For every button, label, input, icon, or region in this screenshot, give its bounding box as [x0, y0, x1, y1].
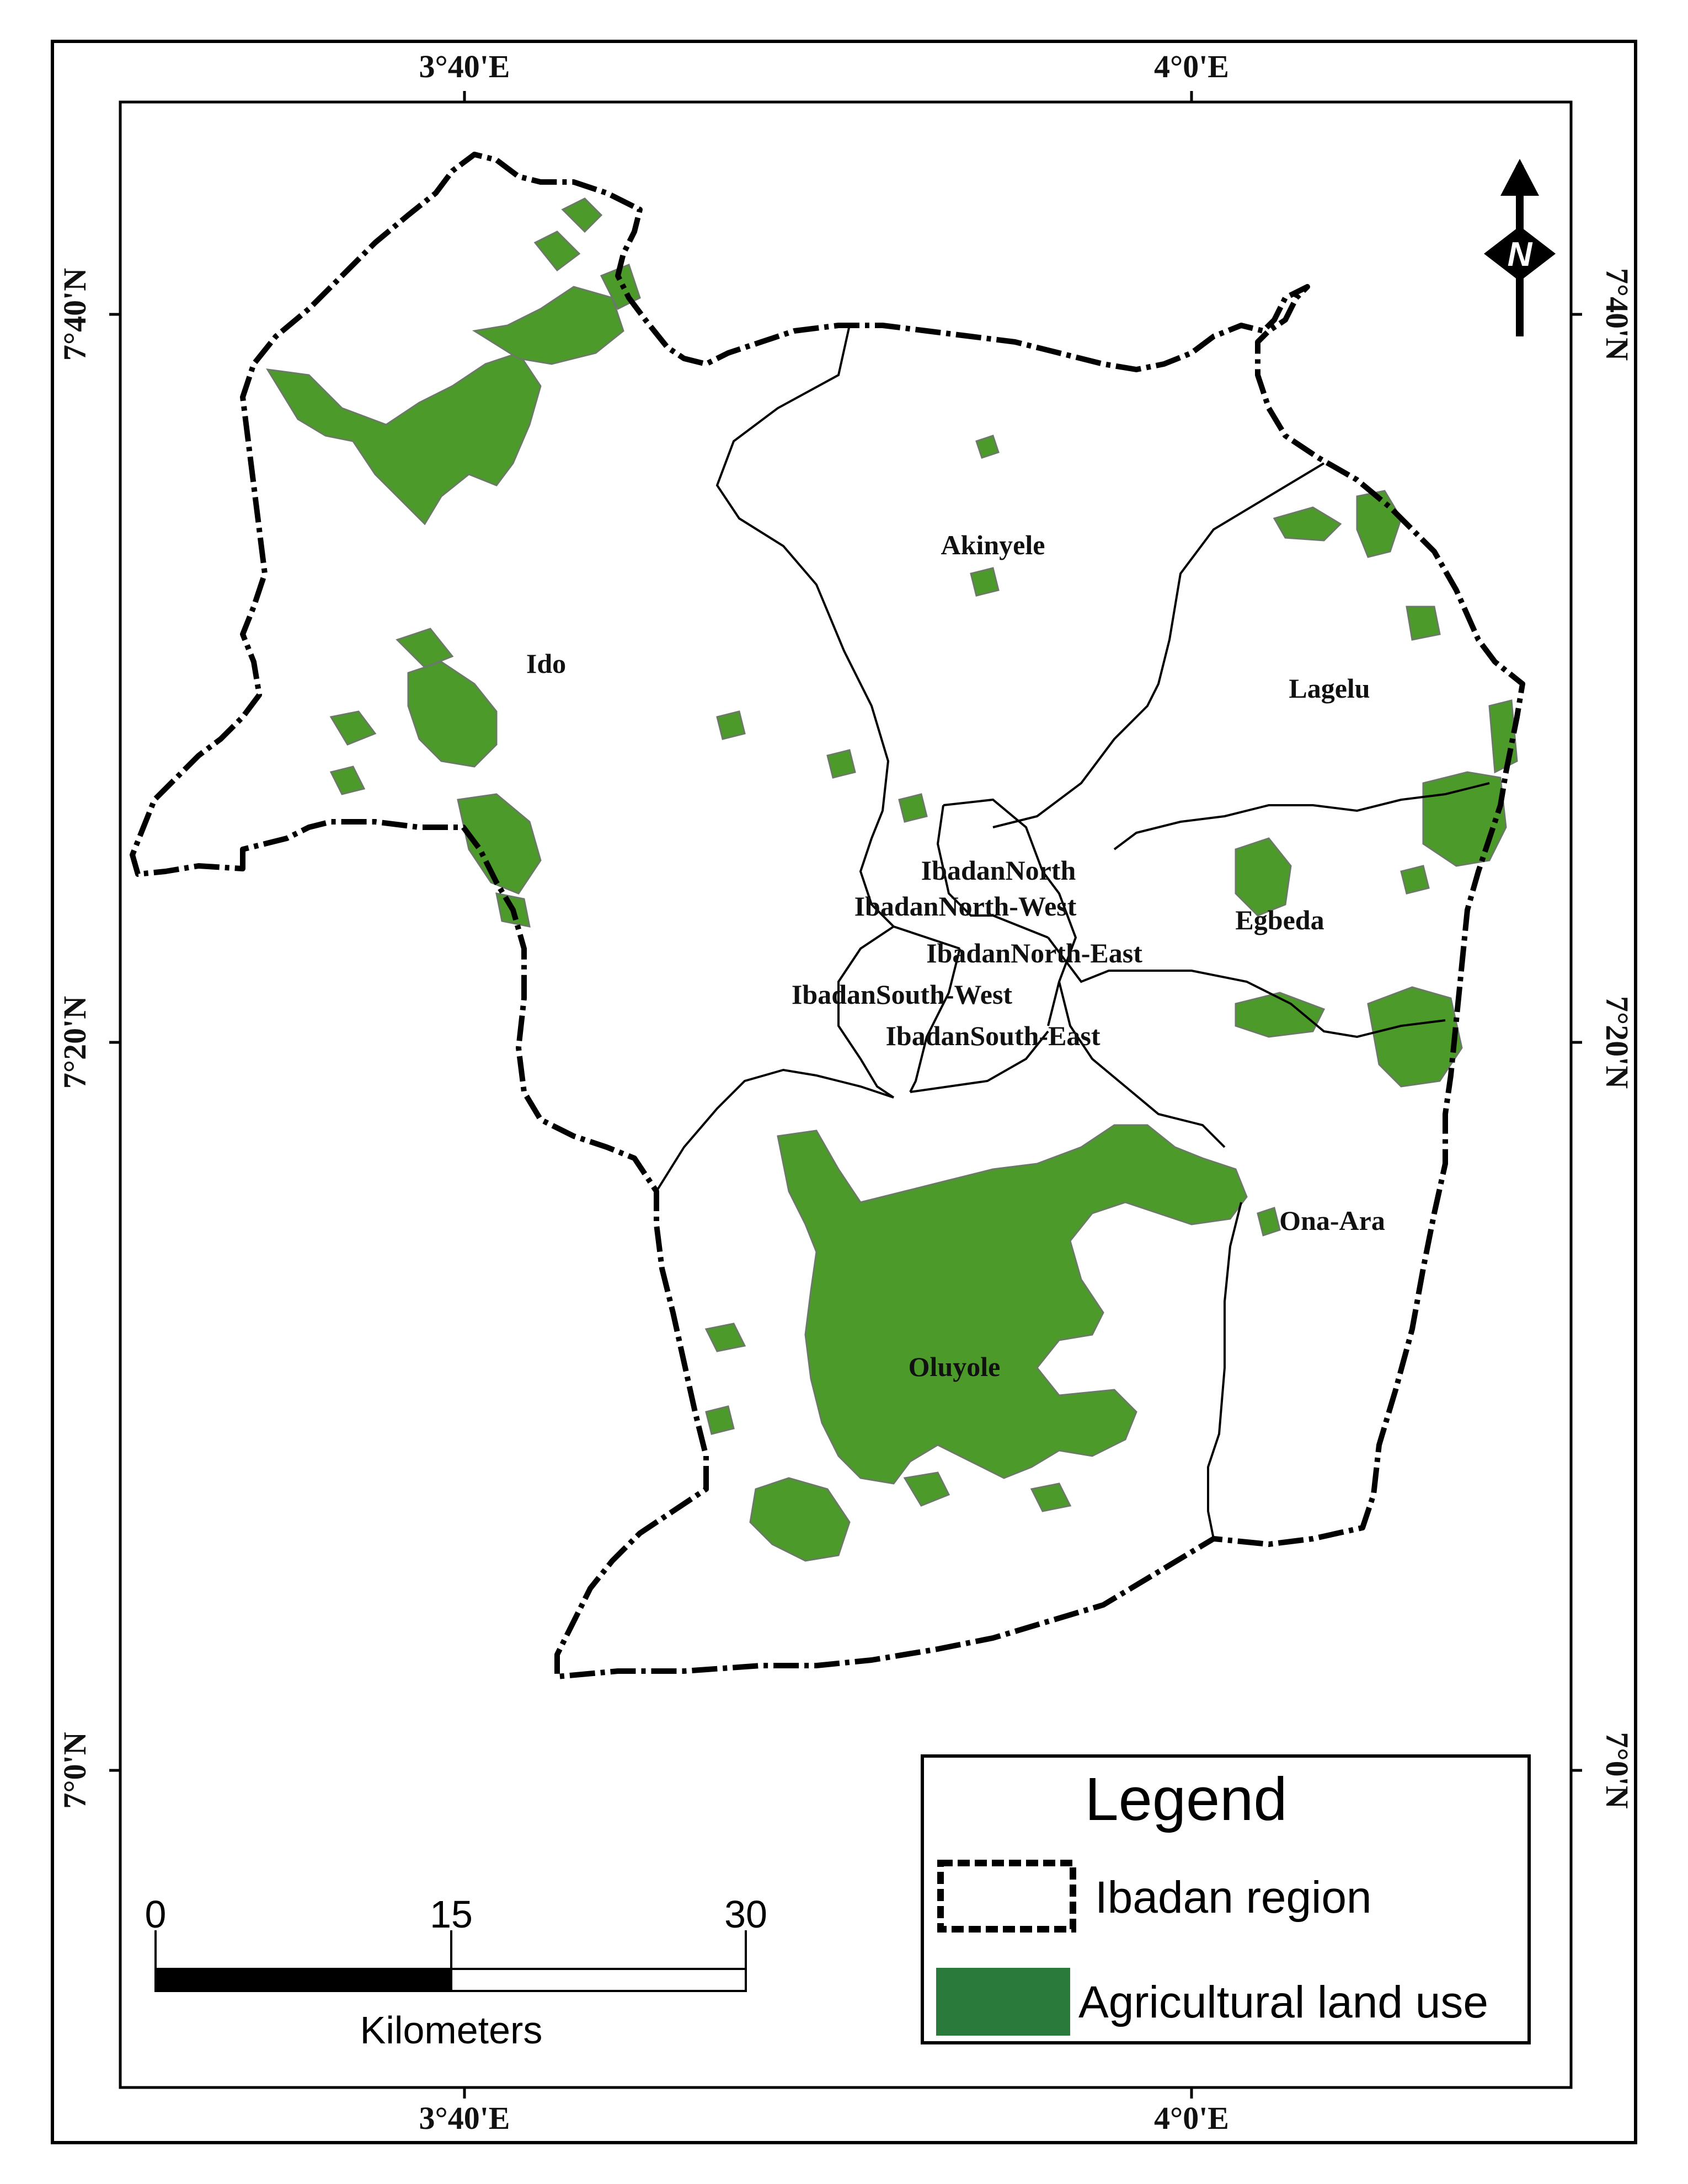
- left-label-1: 7°40'N: [57, 268, 93, 361]
- district-label-ibadan-north: IbadanNorth: [921, 855, 1076, 886]
- right-label-1: 7°40'N: [1599, 268, 1635, 361]
- right-label-3: 7°0'N: [1599, 1732, 1635, 1808]
- district-label-oluyole: Oluyole: [909, 1351, 1001, 1382]
- legend-title: Legend: [1085, 1765, 1287, 1833]
- legend-symbol-region: [937, 1860, 1076, 1933]
- scale-bar-white-segment: [450, 1968, 747, 1992]
- right-label-2: 7°20'N: [1599, 996, 1635, 1089]
- outer-frame: [51, 40, 1637, 2144]
- graticule-ticks: [109, 91, 1582, 2099]
- bottom-label-1: 3°40'E: [419, 2100, 510, 2136]
- scale-bar: 0 15 30 Kilometers: [145, 1893, 767, 2052]
- district-label-ibadan-north-west: IbadanNorth-West: [854, 891, 1077, 922]
- district-label-ona-ara: Ona-Ara: [1279, 1205, 1385, 1236]
- agricultural-land-patches: [266, 197, 1518, 1562]
- top-label-2: 4°0'E: [1154, 49, 1229, 84]
- ibadan-region-boundary: [130, 152, 1525, 1679]
- scale-tick-30: 30: [724, 1893, 767, 1936]
- map-frame: [119, 100, 1573, 2089]
- district-label-ido: Ido: [526, 648, 566, 679]
- bottom-label-2: 4°0'E: [1154, 2100, 1229, 2136]
- district-boundaries: [655, 325, 1490, 1539]
- scale-bar-black-segment: [154, 1968, 452, 1992]
- scale-tick-15: 15: [430, 1893, 473, 1936]
- district-label-lagelu: Lagelu: [1289, 673, 1370, 704]
- district-label-ibadan-south-east: IbadanSouth-East: [885, 1020, 1100, 1051]
- district-label-ibadan-south-west: IbadanSouth-West: [792, 979, 1012, 1010]
- legend-symbol-agriculture: [936, 1968, 1070, 2036]
- north-arrow-icon: N: [1484, 159, 1556, 336]
- top-label-1: 3°40'E: [419, 49, 510, 84]
- district-label-egbeda: Egbeda: [1235, 904, 1324, 935]
- north-arrow-label: N: [1508, 235, 1533, 274]
- left-label-3: 7°0'N: [57, 1732, 93, 1808]
- legend: Legend Ibadan region Agricultural land u…: [921, 1754, 1531, 2044]
- legend-label-agriculture: Agricultural land use: [1078, 1977, 1488, 2027]
- legend-label-region: Ibadan region: [1095, 1872, 1372, 1923]
- scale-unit: Kilometers: [360, 2009, 543, 2052]
- district-label-akinyele: Akinyele: [941, 529, 1045, 560]
- district-label-ibadan-north-east: IbadanNorth-East: [926, 938, 1142, 968]
- left-label-2: 7°20'N: [57, 996, 93, 1089]
- scale-tick-0: 0: [145, 1893, 167, 1936]
